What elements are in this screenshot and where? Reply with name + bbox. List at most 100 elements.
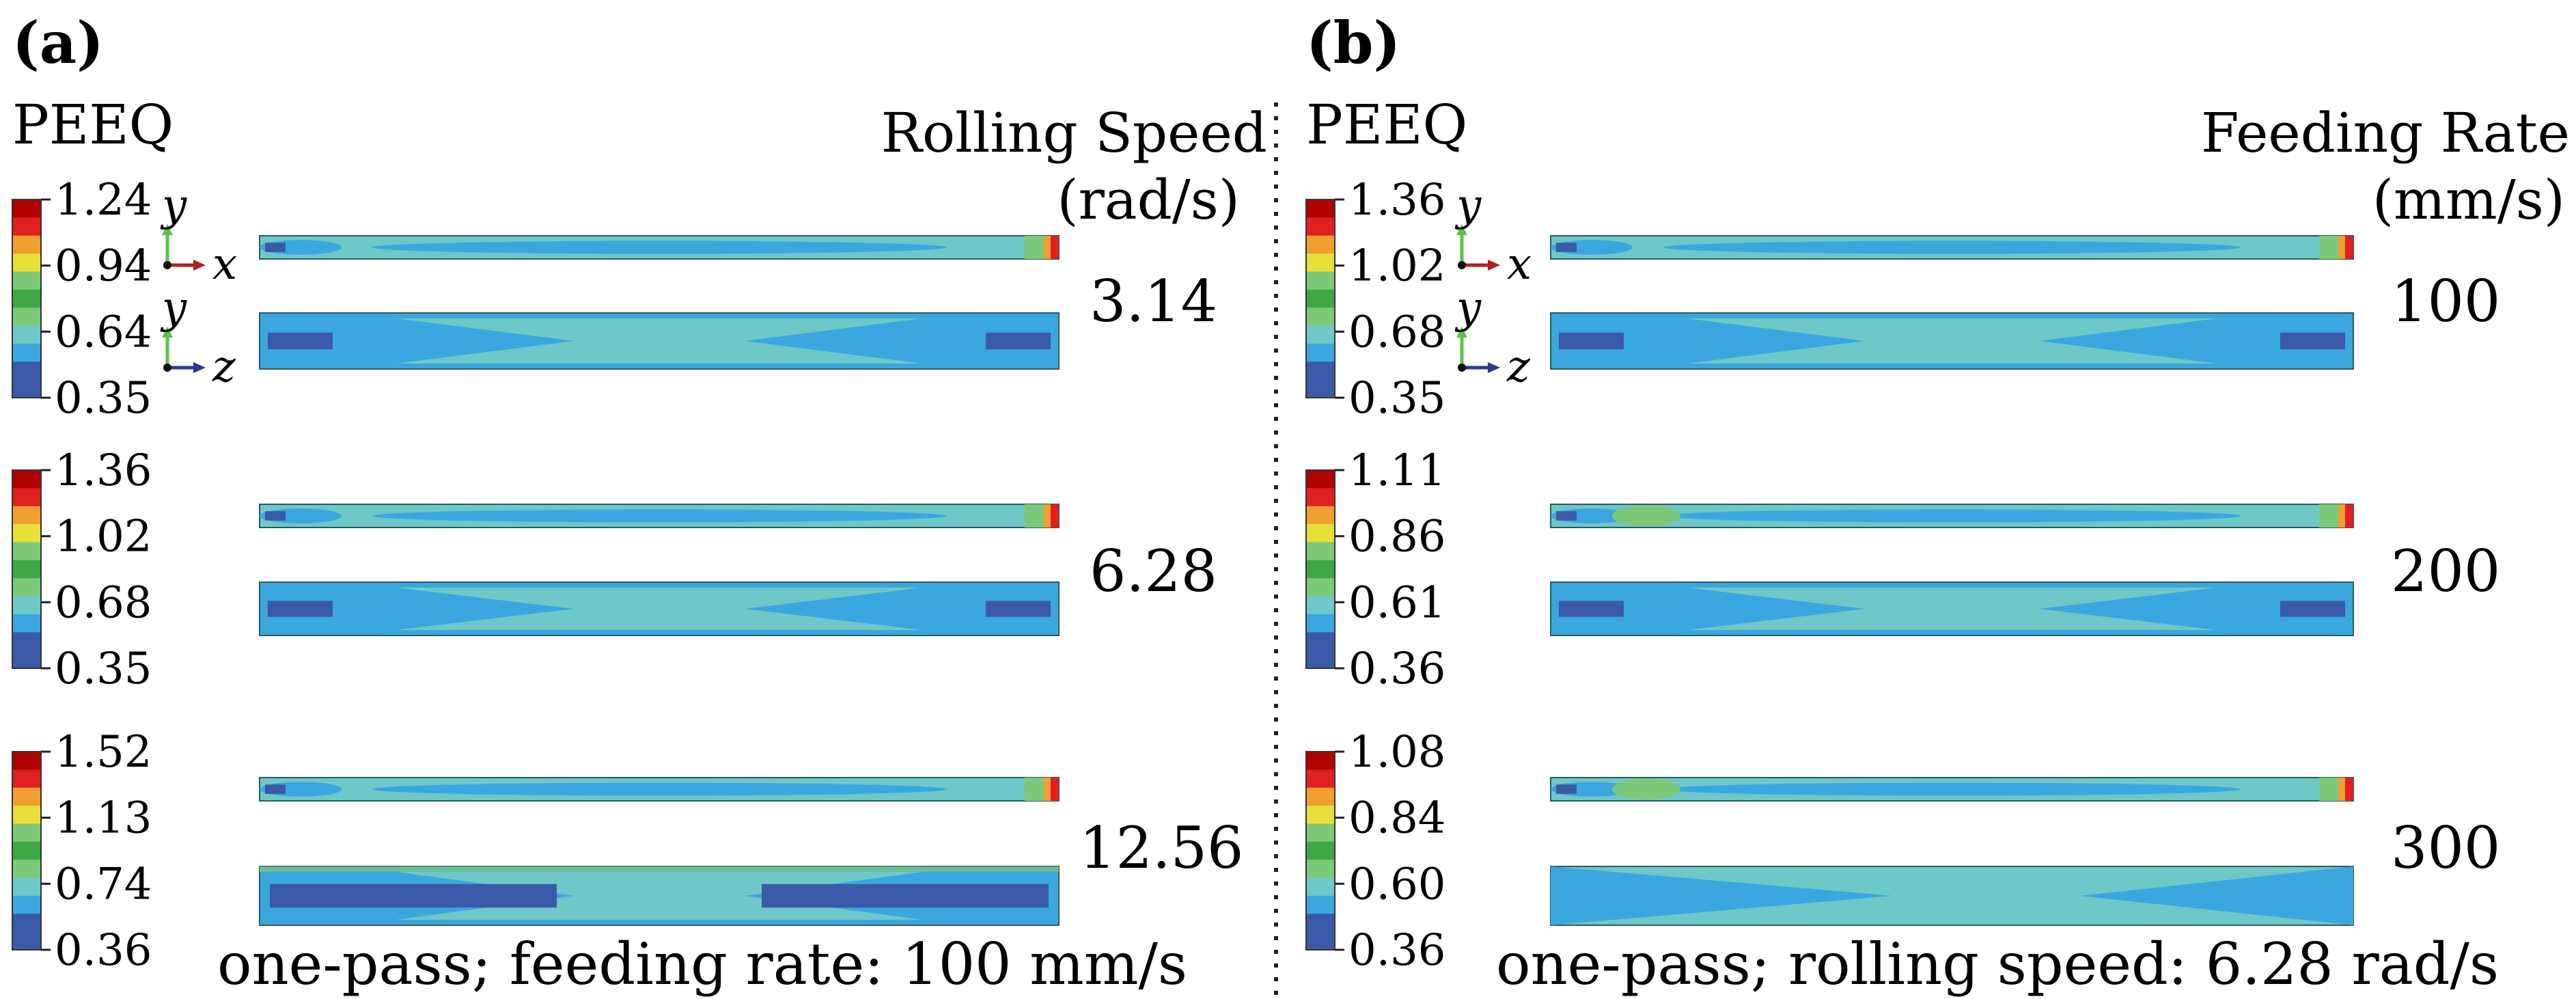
top-view-strip <box>1550 504 2354 528</box>
colorbar-segment <box>1306 560 1335 579</box>
colorbar-segment <box>12 769 41 789</box>
side-view-strip <box>259 581 1060 636</box>
strip-green-zone <box>1612 505 1680 527</box>
strip-hot-end <box>2345 504 2353 528</box>
strip-hot-end <box>1025 236 1044 259</box>
strip-dark-zone <box>268 332 333 350</box>
colorbar-segment <box>1306 379 1335 398</box>
colorbar-segment <box>12 578 41 597</box>
colorbar-tick-label: 0.68 <box>1348 307 1446 357</box>
side-view-strip <box>1550 581 2354 636</box>
colorbar-tick-label: 1.36 <box>55 446 152 496</box>
panel-a-param-title-line1: Rolling Speed <box>881 101 1267 165</box>
colorbar-segment <box>12 254 41 272</box>
axis-triad: yx <box>1454 180 1532 290</box>
axis-origin <box>1458 261 1466 269</box>
colorbar-segment <box>12 841 41 860</box>
colorbar-frame <box>12 751 42 950</box>
colorbar-segment <box>12 361 41 381</box>
strip-blue-zone <box>1663 241 2241 254</box>
colorbar-tick-label: 1.02 <box>1348 241 1446 292</box>
strip-blue-zone <box>371 241 947 254</box>
contour-strips <box>259 235 2354 926</box>
colorbar-segment <box>12 325 41 344</box>
strip-hot-end <box>1044 236 1052 259</box>
strip-dark-zone <box>986 601 1051 617</box>
colorbar-segment <box>12 271 41 290</box>
colorbar-segment <box>1306 470 1335 489</box>
strip-dark-zone <box>1556 511 1577 521</box>
colorbar-segment <box>1306 650 1335 669</box>
colorbar-segment <box>12 931 41 950</box>
colorbar-segment <box>1306 200 1335 218</box>
colorbar-segment <box>1306 542 1335 561</box>
colorbar-segment <box>12 217 41 236</box>
colorbar-segment <box>1306 217 1335 236</box>
colorbar-tick-label: 0.61 <box>1348 577 1446 628</box>
colorbar-frame <box>12 199 42 398</box>
panel-b-param-title-line1: Feeding Rate <box>2201 101 2570 165</box>
strip-blue-zone <box>371 782 947 796</box>
colorbar-segment <box>1306 343 1335 362</box>
colorbar-segment <box>1306 914 1335 933</box>
colorbar-segment <box>12 200 41 218</box>
strip-blue-zone <box>1663 782 2241 796</box>
colorbar-frame <box>1305 469 1335 669</box>
h-axis-arrowhead <box>1488 260 1500 271</box>
side-view-strip <box>1550 866 2354 926</box>
colorbar-tick-label: 0.84 <box>1348 793 1446 844</box>
strip-hot-end <box>2345 778 2353 801</box>
colorbar-segment <box>12 806 41 824</box>
colorbar-tick-label: 0.35 <box>55 373 152 424</box>
colorbar-segment <box>1306 506 1335 525</box>
side-view-strip <box>1550 312 2354 370</box>
side-view-strip <box>259 312 1060 370</box>
colorbar-segment <box>1306 235 1335 254</box>
y-axis-label: y <box>1454 180 1482 231</box>
strip-hot-end <box>2345 236 2353 259</box>
strip-hot-end <box>2338 778 2346 801</box>
colorbar-segment <box>1306 578 1335 597</box>
strip-cyan-zone <box>396 318 922 364</box>
panel-b: (b) PEEQ Feeding Rate (mm/s) one-pass; r… <box>1306 9 2570 998</box>
panel-b-row-value: 200 <box>2391 538 2500 605</box>
colorbar-segment <box>12 860 41 879</box>
strip-dark-zone <box>1559 601 1624 617</box>
colorbar-segment <box>1306 895 1335 914</box>
panel-b-row-value: 300 <box>2391 815 2500 881</box>
panel-a-row-value: 6.28 <box>1090 538 1217 605</box>
top-view-strip <box>259 777 1060 802</box>
h-axis-label: x <box>1507 239 1532 290</box>
colorbar-tick-label: 0.64 <box>55 307 152 357</box>
strip-dark-zone <box>2280 601 2345 617</box>
colorbar-segment <box>1306 524 1335 543</box>
strip-hot-end <box>2338 504 2346 528</box>
colorbar-segment <box>12 823 41 843</box>
colorbar-segment <box>1306 289 1335 308</box>
colorbar-segment <box>1306 931 1335 950</box>
colorbar-segment <box>12 877 41 897</box>
strip-dark-zone <box>2280 332 2345 350</box>
colorbar-segment <box>12 506 41 525</box>
colorbar-segment <box>12 752 41 770</box>
colorbar-segment <box>1306 325 1335 344</box>
colorbar-segment <box>1306 823 1335 843</box>
colorbar-segment <box>12 379 41 398</box>
colorbar-segment <box>12 343 41 362</box>
colorbar-tick-label: 1.52 <box>55 727 152 778</box>
colorbar-segment <box>1306 632 1335 651</box>
colorbar-segment <box>1306 769 1335 789</box>
colorbar-tick-label: 0.36 <box>55 925 152 976</box>
panel-b-legend-title: PEEQ <box>1306 93 1467 156</box>
colorbar-segment <box>12 307 41 327</box>
strip-hot-end <box>1025 778 1044 801</box>
y-axis-label: y <box>160 180 187 231</box>
colorbar-tick-label: 1.13 <box>55 793 152 844</box>
colorbar-segment <box>1306 596 1335 615</box>
colorbar-segment <box>12 235 41 254</box>
axis-triad: yz <box>1454 283 1531 392</box>
axis-origin <box>1458 364 1466 372</box>
strip-blue-zone <box>1551 866 1892 925</box>
